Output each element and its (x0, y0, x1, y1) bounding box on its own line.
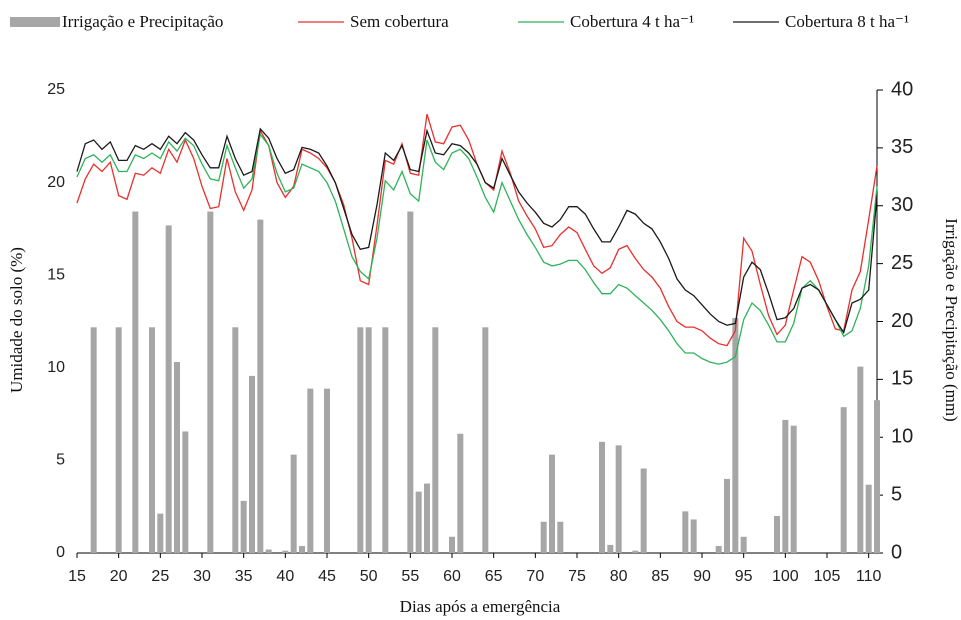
y-tick-label: 15 (47, 266, 65, 283)
bar (265, 549, 272, 553)
bar (774, 515, 780, 553)
bar (857, 366, 864, 553)
bar (690, 519, 697, 553)
bar (282, 550, 289, 553)
bar (424, 483, 430, 553)
bar (149, 327, 155, 553)
y-tick-label: 20 (47, 174, 65, 191)
bar (599, 441, 605, 553)
bar (732, 318, 739, 553)
bar (415, 491, 422, 553)
bar (232, 327, 239, 553)
bar (540, 521, 547, 553)
bar (357, 327, 364, 553)
bar (632, 550, 639, 553)
bar (299, 546, 305, 553)
bar (324, 388, 330, 553)
x-tick-label: 60 (443, 568, 461, 585)
y2-tick-label: 20 (891, 310, 913, 332)
bar (549, 454, 555, 553)
y-axis-label: Umidade do solo (%) (7, 247, 26, 393)
y-tick-label: 25 (47, 81, 65, 98)
bar (249, 375, 255, 553)
bar (740, 536, 747, 553)
legend-label: Cobertura 8 t ha⁻¹ (785, 12, 909, 31)
x-tick-label: 90 (693, 568, 711, 585)
x-tick-label: 45 (318, 568, 336, 585)
y2-tick-label: 10 (891, 426, 913, 448)
bar (640, 468, 647, 553)
bar (840, 407, 847, 553)
bar (207, 211, 214, 553)
legend-swatch (10, 17, 60, 27)
bar (724, 478, 730, 553)
line (76, 132, 878, 365)
bar (157, 513, 164, 553)
bar (607, 544, 614, 553)
x-tick-label: 65 (485, 568, 503, 585)
bar (115, 327, 122, 553)
y2-tick-label: 30 (891, 194, 913, 216)
x-tick-label: 40 (276, 568, 294, 585)
bar (382, 327, 389, 553)
x-tick-label: 85 (651, 568, 669, 585)
bar (782, 419, 789, 553)
y2-tick-label: 40 (891, 78, 913, 100)
y-tick-label: 10 (47, 359, 65, 376)
line (76, 113, 878, 347)
bar (874, 400, 880, 553)
bar (407, 211, 414, 553)
x-tick-label: 100 (772, 568, 799, 585)
bar (90, 327, 97, 553)
x-tick-label: 25 (151, 568, 169, 585)
x-tick-label: 80 (610, 568, 628, 585)
bar (365, 327, 372, 553)
y2-tick-label: 5 (891, 483, 902, 505)
y-tick-label: 0 (56, 544, 65, 561)
bar (449, 536, 455, 553)
bar (307, 388, 314, 553)
y2-axis-label: Irrigação e Precipitação (mm) (942, 218, 961, 421)
y2-tick-label: 15 (891, 368, 913, 390)
x-tick-label: 105 (814, 568, 841, 585)
bar (257, 219, 264, 553)
legend-label: Irrigação e Precipitação (62, 12, 223, 31)
bar (865, 484, 872, 553)
bar (615, 445, 622, 553)
bar (790, 425, 797, 553)
bar (557, 521, 564, 553)
bar (715, 546, 722, 553)
x-tick-label: 110 (856, 568, 882, 585)
x-tick-label: 55 (401, 568, 419, 585)
y2-tick-label: 35 (891, 136, 913, 158)
bar (482, 327, 489, 553)
x-tick-label: 95 (735, 568, 753, 585)
bar (457, 433, 464, 553)
bar (432, 327, 439, 553)
bar (174, 362, 180, 553)
bar (132, 211, 139, 553)
legend-label: Cobertura 4 t ha⁻¹ (570, 12, 694, 31)
y-tick-label: 5 (56, 452, 65, 469)
y2-tick-label: 25 (891, 252, 913, 274)
line (76, 127, 878, 335)
x-tick-label: 20 (110, 568, 128, 585)
x-tick-label: 50 (360, 568, 378, 585)
bar (682, 511, 689, 553)
x-tick-label: 30 (193, 568, 211, 585)
y2-tick-label: 0 (891, 541, 902, 563)
x-tick-label: 35 (235, 568, 253, 585)
x-axis-label: Dias após a emergência (400, 597, 561, 616)
x-tick-label: 15 (68, 568, 86, 585)
bar (165, 225, 172, 554)
bar (240, 500, 247, 553)
legend-label: Sem cobertura (350, 12, 449, 31)
bar (290, 454, 297, 553)
x-tick-label: 75 (568, 568, 586, 585)
x-tick-label: 70 (526, 568, 544, 585)
bar (182, 431, 189, 553)
